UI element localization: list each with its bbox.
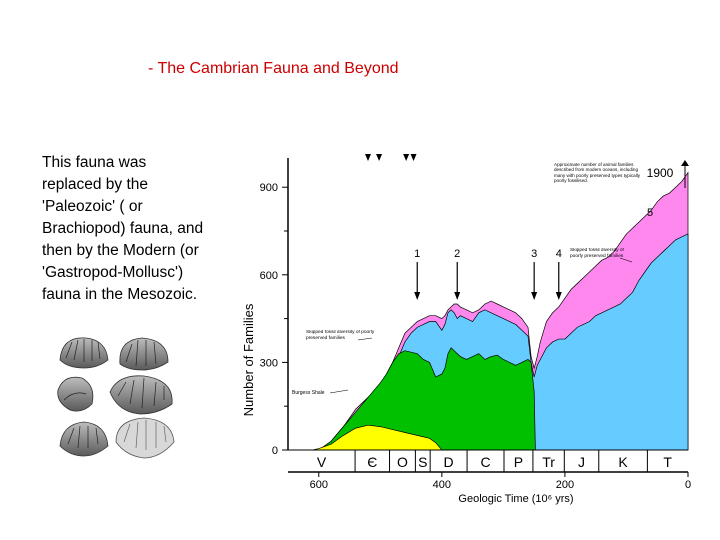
extinction-number: 1 bbox=[414, 248, 420, 260]
annotation-skipped-left-pointer bbox=[357, 337, 373, 341]
area-series-1 bbox=[312, 424, 443, 451]
top-arrow-head bbox=[681, 160, 689, 166]
y-axis-label: Number of Families bbox=[241, 303, 256, 416]
period-label: D bbox=[444, 454, 454, 470]
annotation-skipped-right: Skipped fossil diversity of poorly prese… bbox=[570, 248, 633, 263]
brachiopod-shell-1 bbox=[59, 337, 109, 369]
extinction-arrow-head bbox=[531, 292, 538, 300]
top-tick-arrow bbox=[410, 154, 417, 161]
extinction-number: 3 bbox=[531, 248, 537, 260]
brachiopod-shell-4 bbox=[109, 375, 173, 415]
annotation-burgess-shale: Burgess Shale bbox=[292, 390, 325, 396]
x-tick-label: 200 bbox=[556, 479, 574, 491]
extinction-arrow-head bbox=[454, 292, 461, 300]
annotation-modern-families-text: Approximate number of animal families de… bbox=[554, 162, 641, 184]
y-tick-label: 300 bbox=[260, 357, 278, 369]
brachiopod-fossils-illustration bbox=[57, 337, 175, 459]
body-line: 'Paleozoic' ( or bbox=[42, 198, 143, 215]
extinction-arrow-head bbox=[414, 292, 421, 300]
period-label: P bbox=[514, 454, 523, 470]
families-diversity-chart: 0 300 600 900 600 400 200 0 V Є O S D C P Tr J K T 1 2 3 4 5… bbox=[241, 154, 691, 505]
y-tick-label: 900 bbox=[260, 182, 278, 194]
extinction-number: 4 bbox=[556, 248, 562, 260]
top-tick-arrow bbox=[376, 154, 383, 161]
slide-title: - The Cambrian Fauna and Beyond bbox=[148, 60, 399, 77]
extinction-arrow-head bbox=[555, 292, 562, 300]
annotation-skipped-right-pointer bbox=[619, 257, 633, 263]
x-tick-label: 600 bbox=[310, 479, 328, 491]
body-line: This fauna was bbox=[42, 154, 147, 171]
slide-body-text: This fauna was replaced by the 'Paleozoi… bbox=[42, 152, 242, 306]
top-tick-arrow bbox=[365, 154, 371, 161]
period-label: J bbox=[578, 454, 585, 470]
period-label: Є bbox=[367, 454, 377, 470]
x-axis-label: Geologic Time (10⁶ yrs) bbox=[458, 493, 573, 505]
body-line: fauna in the Mesozoic. bbox=[42, 286, 198, 303]
body-line: Brachiopod) fauna, and bbox=[42, 220, 204, 237]
y-tick-label: 600 bbox=[260, 270, 278, 282]
annotation-skipped-right-text: Skipped fossil diversity of poorly prese… bbox=[570, 248, 624, 259]
y-ticks: 0 300 600 900 bbox=[260, 182, 288, 457]
period-label: S bbox=[418, 454, 427, 470]
brachiopod-shell-3 bbox=[57, 376, 94, 412]
annotation-skipped-left-text: Skipped fossil diversity of poorly prese… bbox=[306, 330, 375, 341]
period-label: O bbox=[397, 454, 408, 470]
extinction-number: 2 bbox=[454, 248, 460, 260]
x-ticks: 600 400 200 0 bbox=[310, 472, 691, 491]
top-tick-arrow bbox=[403, 154, 410, 161]
annotation-modern-families: Approximate number of animal families de… bbox=[554, 162, 641, 184]
extinction-markers: 1 2 3 4 5 bbox=[365, 154, 653, 300]
area-series-2 bbox=[317, 347, 536, 451]
annotation-burgess-pointer bbox=[329, 389, 349, 394]
brachiopod-shell-2 bbox=[119, 337, 169, 371]
period-label: C bbox=[480, 454, 490, 470]
period-labels: V Є O S D C P Tr J K T bbox=[317, 450, 672, 472]
body-line: replaced by the bbox=[42, 176, 148, 193]
body-line: 'Gastropod-Mollusc') bbox=[42, 264, 184, 281]
top-value-label: 1900 bbox=[647, 166, 674, 180]
y-tick-label: 0 bbox=[272, 445, 278, 457]
brachiopod-shell-5 bbox=[59, 421, 109, 457]
series-areas bbox=[312, 171, 689, 451]
extinction-number: 5 bbox=[647, 207, 653, 219]
x-tick-label: 0 bbox=[685, 479, 691, 491]
annotation-skipped-left: Skipped fossil diversity of poorly prese… bbox=[306, 330, 375, 341]
period-label: T bbox=[663, 454, 672, 470]
x-tick-label: 400 bbox=[433, 479, 451, 491]
brachiopod-shell-6 bbox=[115, 417, 175, 459]
period-label: V bbox=[317, 454, 327, 470]
period-label: Tr bbox=[542, 454, 555, 470]
body-line: then by the Modern (or bbox=[42, 242, 199, 259]
period-label: K bbox=[618, 454, 628, 470]
